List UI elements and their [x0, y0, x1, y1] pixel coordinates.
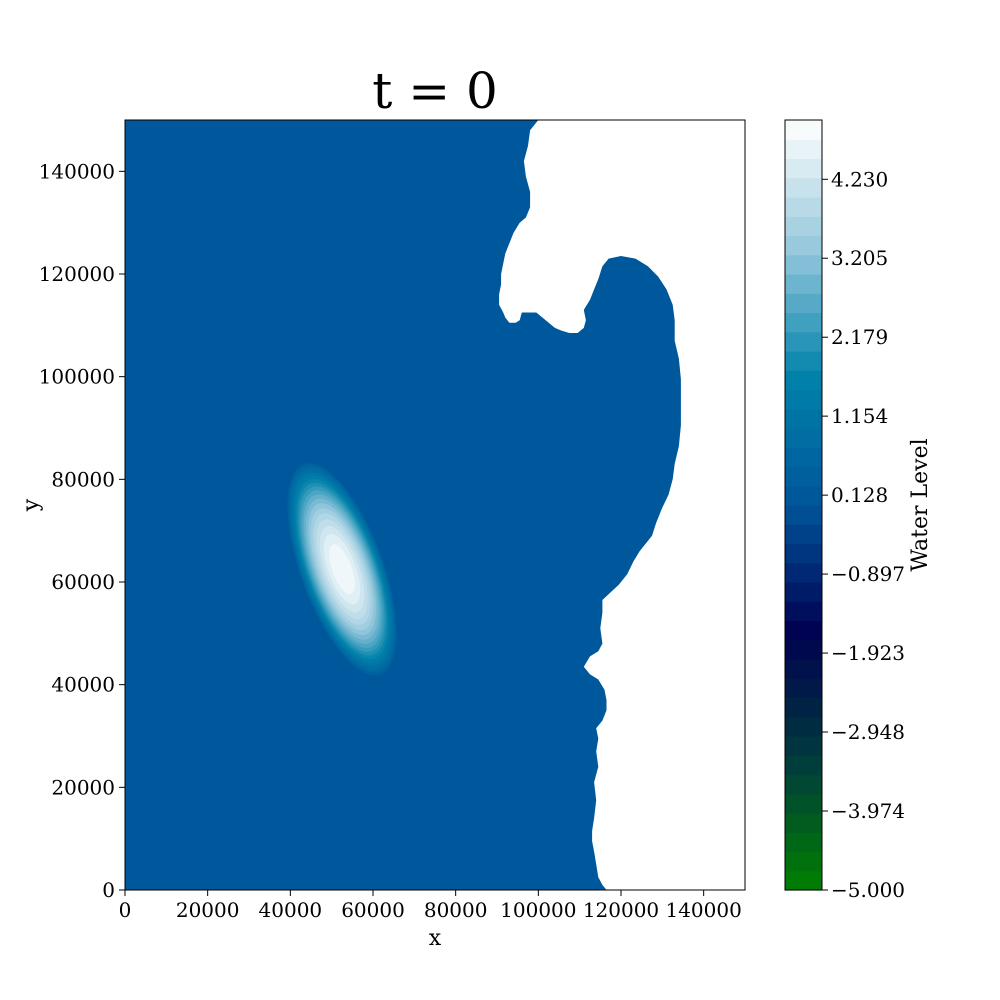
colorbar-band: [785, 293, 822, 314]
colorbar-band: [785, 601, 822, 622]
x-tick-label: 120000: [583, 898, 659, 922]
colorbar-band: [785, 832, 822, 853]
colorbar-tick-label: −3.974: [831, 799, 905, 823]
colorbar-band: [785, 177, 822, 198]
x-tick-label: 140000: [665, 898, 741, 922]
colorbar-frame: [784, 119, 823, 891]
y-tick-label: 60000: [51, 570, 115, 594]
colorbar-band: [785, 158, 822, 179]
colorbar-label: Water Level: [908, 438, 933, 571]
x-tick-label: 60000: [341, 898, 405, 922]
y-tick-label: 140000: [39, 159, 115, 183]
x-tick-label: 0: [119, 898, 132, 922]
colorbar-tick-label: −5.000: [831, 878, 905, 902]
hump-contour-level: [329, 544, 355, 595]
colorbar-tick-label: 4.230: [831, 167, 888, 191]
y-axis: 0 20000 40000 60000 80000 100000 120000 140000: [39, 159, 125, 902]
colorbar-band: [785, 659, 822, 679]
colorbar-band: [785, 697, 822, 718]
colorbar-band: [785, 755, 822, 776]
colorbar-tick-label: −1.923: [831, 641, 905, 665]
colorbar-band: [785, 274, 822, 294]
colorbar-band: [785, 716, 822, 737]
chart-title: t = 0: [372, 62, 498, 120]
colorbar-tick-label: 2.179: [831, 325, 888, 349]
colorbar-band: [785, 447, 822, 468]
colorbar-band: [785, 736, 822, 756]
colorbar-band: [785, 351, 822, 371]
x-axis: 0 20000 40000 60000 80000 100000 120000 140000: [119, 890, 742, 922]
colorbar-tick-label: 0.128: [831, 483, 888, 507]
colorbar-band: [785, 466, 822, 487]
plot-area: [125, 120, 745, 890]
x-tick-label: 20000: [176, 898, 240, 922]
colorbar-band: [785, 774, 822, 795]
x-axis-label: x: [429, 926, 442, 951]
colorbar-band: [785, 582, 822, 602]
colorbar-band: [785, 254, 822, 275]
initial-hump: [287, 463, 397, 675]
colorbar-tick-label: 3.205: [831, 246, 888, 270]
colorbar-band: [785, 813, 822, 833]
y-tick-label: 120000: [39, 262, 115, 286]
colorbar-tick-label: −0.897: [831, 562, 905, 586]
x-tick-label: 100000: [500, 898, 576, 922]
colorbar-band: [785, 851, 822, 872]
colorbar-band: [785, 562, 822, 583]
y-tick-label: 100000: [39, 365, 115, 389]
colorbar-band: [785, 870, 822, 891]
colorbar-band: [785, 197, 822, 217]
colorbar-band: [785, 639, 822, 660]
colorbar-band: [785, 678, 822, 699]
colorbar-band: [785, 485, 822, 506]
y-tick-label: 80000: [51, 467, 115, 491]
x-tick-label: 40000: [259, 898, 323, 922]
colorbar-band: [785, 408, 822, 429]
x-tick-label: 80000: [424, 898, 488, 922]
plot-frame: [124, 119, 746, 891]
colorbar-band: [785, 370, 822, 391]
land-region: [499, 120, 745, 890]
y-axis-label: y: [19, 498, 44, 512]
colorbar-band: [785, 524, 822, 545]
colorbar-band: [785, 389, 822, 410]
colorbar: −5.000 −3.974 −2.948 −1.923 −0.897 0.128 1.154…: [784, 119, 905, 902]
colorbar-band: [785, 139, 822, 160]
y-tick-label: 20000: [51, 775, 115, 799]
colorbar-tick-label: −2.948: [831, 720, 905, 744]
colorbar-band: [785, 216, 822, 237]
colorbar-band: [785, 505, 822, 525]
colorbar-band: [785, 331, 822, 352]
colorbar-band: [785, 543, 822, 564]
colorbar-band: [785, 428, 822, 448]
colorbar-tick-label: 1.154: [831, 404, 888, 428]
colorbar-band: [785, 620, 822, 641]
colorbar-band: [785, 793, 822, 814]
colorbar-band: [785, 120, 822, 140]
y-tick-label: 0: [102, 878, 115, 902]
colorbar-band: [785, 312, 822, 333]
y-tick-label: 40000: [51, 673, 115, 697]
colorbar-band: [785, 235, 822, 256]
